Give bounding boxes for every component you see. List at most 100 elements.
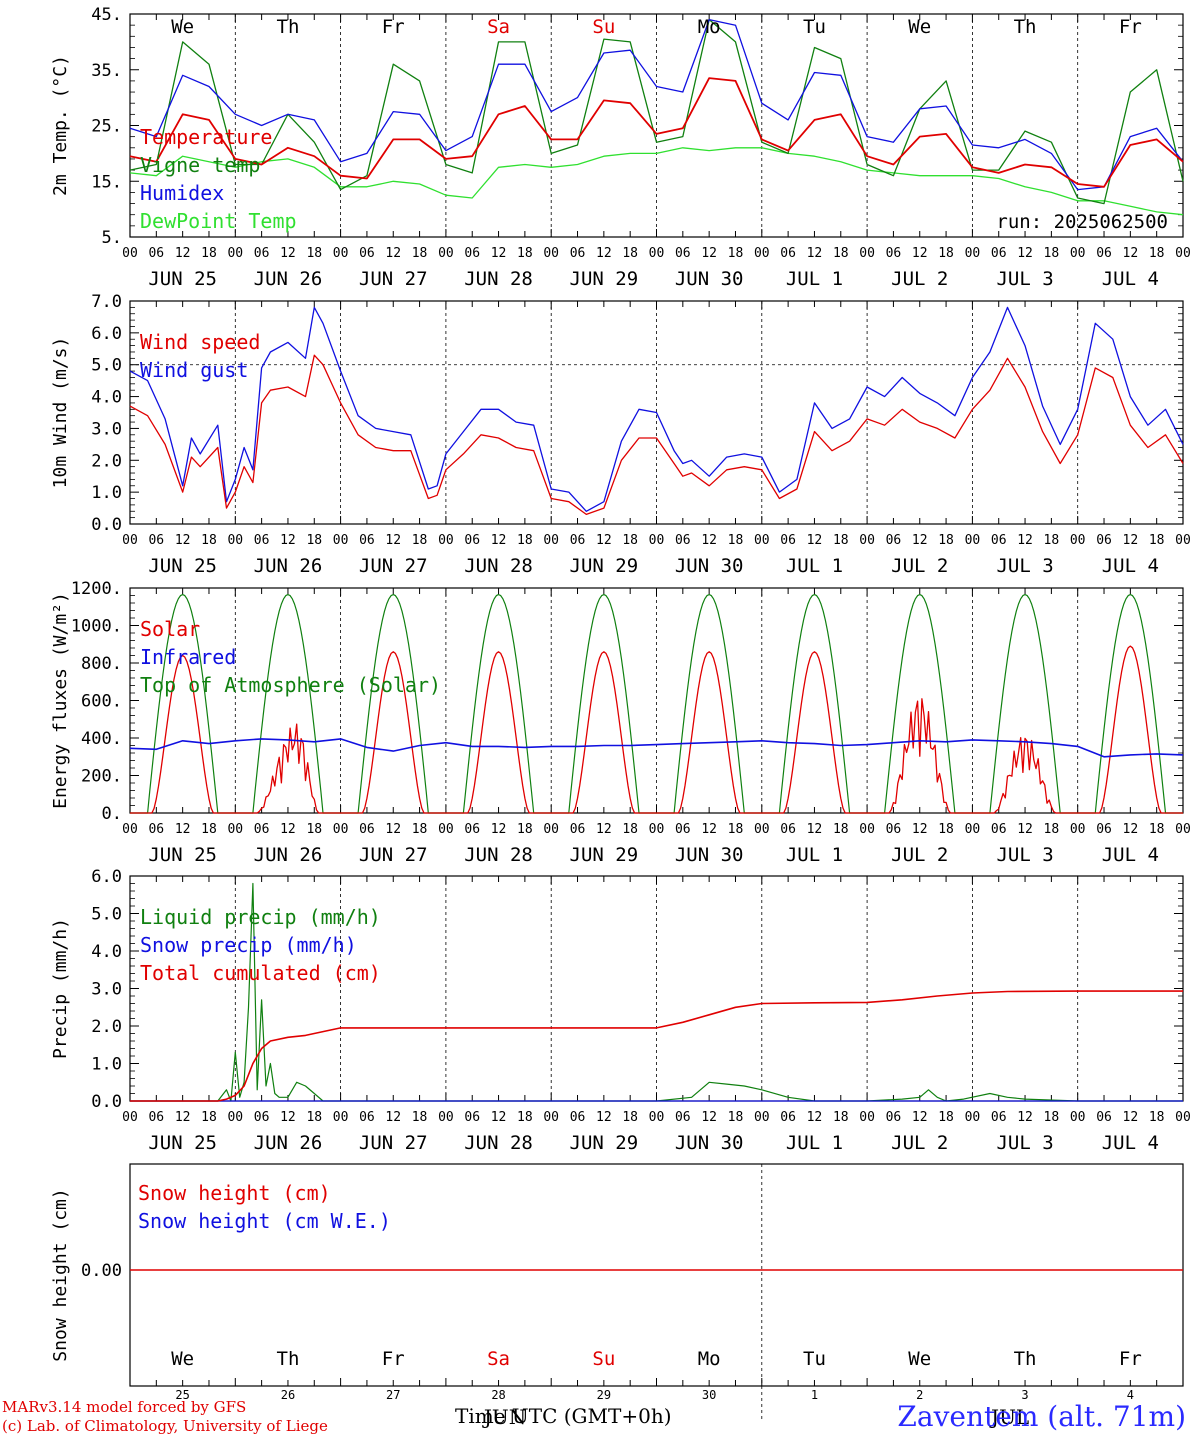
legend-entry: Wind gust [140,358,248,382]
hour-label: 18 [306,1110,322,1125]
hour-label: 00 [1175,822,1191,837]
date-label: JUN 25 [148,555,217,577]
hour-label: 06 [886,1110,902,1125]
weekday-label: Su [592,16,615,38]
hour-label: 00 [859,246,875,261]
hour-label: 12 [1017,533,1033,548]
date-label: JUN 28 [464,844,533,866]
date-label: JUN 28 [464,1132,533,1154]
hour-label: 06 [359,1110,375,1125]
hour-label: 00 [227,822,243,837]
hour-label: 18 [306,822,322,837]
date-label: JUN 27 [359,1132,428,1154]
date-label: JUL 3 [996,268,1053,290]
series-line-solar [130,645,1183,814]
hour-label: 18 [622,246,638,261]
hour-label: 12 [1017,246,1033,261]
hour-label: 00 [649,1110,665,1125]
legend-entry: Solar [140,617,200,641]
y-tick-label: 45. [91,5,122,25]
hour-label: 12 [912,533,928,548]
y-axis-title: Energy fluxes (W/m²) [50,592,71,809]
date-label: JUL 4 [1102,555,1159,577]
hour-label: 06 [148,533,164,548]
panel-frame [129,587,1184,814]
hour-label: 12 [1123,822,1139,837]
hour-label: 12 [1123,1110,1139,1125]
hour-label: 00 [543,1110,559,1125]
series-line-wind-gust [129,306,1184,512]
hour-label: 18 [412,246,428,261]
hour-label: 00 [333,822,349,837]
hour-label: 00 [227,533,243,548]
weekday-label: Th [1014,1348,1037,1370]
legend-entry: DewPoint Temp [140,209,297,233]
date-label: JUL 1 [786,268,843,290]
hour-label: 06 [148,822,164,837]
weekday-label: Tu [803,1348,826,1370]
weekday-label: We [171,16,194,38]
legend-entry: Total cumulated (cm) [140,961,381,985]
hour-label: 06 [464,533,480,548]
hour-label: 06 [991,822,1007,837]
hour-label: 12 [175,822,191,837]
month-label: JUL [989,1405,1029,1429]
hour-label: 00 [333,533,349,548]
hour-label: 18 [412,822,428,837]
date-label: JUL 3 [996,555,1053,577]
hour-label: 06 [570,533,586,548]
weekday-label: Fr [382,16,405,38]
hour-label: 12 [1123,533,1139,548]
hour-label: 18 [517,822,533,837]
legend-entry: Snow height (cm W.E.) [138,1209,391,1233]
hour-label: 00 [122,822,138,837]
y-tick-label: 1000. [71,617,122,637]
hour-label: 12 [385,1110,401,1125]
hour-label: 18 [728,1110,744,1125]
hour-label: 06 [886,822,902,837]
hour-label: 18 [833,246,849,261]
date-label: JUN 26 [254,844,323,866]
hour-label: 06 [254,822,270,837]
legend-entry: Humidex [140,181,224,205]
hour-label: 00 [227,246,243,261]
hour-label: 00 [1070,533,1086,548]
y-axis-title: 10m Wind (m/s) [50,337,71,489]
hour-label: 00 [543,533,559,548]
series-line-temperature [129,77,1184,188]
hour-label: 00 [333,246,349,261]
hour-label: 00 [649,533,665,548]
hour-label: 12 [1123,246,1139,261]
hour-label: 06 [780,822,796,837]
hour-label: 00 [1070,246,1086,261]
hour-label: 18 [1149,1110,1165,1125]
footer-credits: MARv3.14 model forced by GFS (c) Lab. of… [2,1398,328,1436]
hour-label: 00 [1070,822,1086,837]
day-number: 2 [916,1388,923,1402]
date-label: JUL 4 [1102,844,1159,866]
hour-label: 18 [833,1110,849,1125]
hour-label: 06 [1096,533,1112,548]
y-tick-label: 1.0 [91,483,122,503]
hour-label: 12 [491,822,507,837]
hour-label: 06 [780,533,796,548]
hour-label: 00 [438,1110,454,1125]
hour-label: 00 [754,1110,770,1125]
date-label: JUL 2 [891,268,948,290]
hour-label: 06 [464,1110,480,1125]
hour-label: 12 [912,1110,928,1125]
hour-label: 06 [675,1110,691,1125]
hour-label: 00 [649,822,665,837]
weekday-label: We [908,1348,931,1370]
y-axis-title: 2m Temp. (°C) [50,55,71,196]
legend-entry: Top of Atmosphere (Solar) [140,673,441,697]
hour-label: 00 [438,533,454,548]
hour-label: 00 [438,822,454,837]
y-tick-label: 0. [102,804,122,824]
series-layer [129,18,1184,1271]
hour-label: 18 [1149,246,1165,261]
date-label: JUN 30 [675,844,744,866]
hour-label: 18 [1044,246,1060,261]
weekday-label: We [908,16,931,38]
x-axis-title: Time UTC (GMT+0h) [455,1404,672,1428]
